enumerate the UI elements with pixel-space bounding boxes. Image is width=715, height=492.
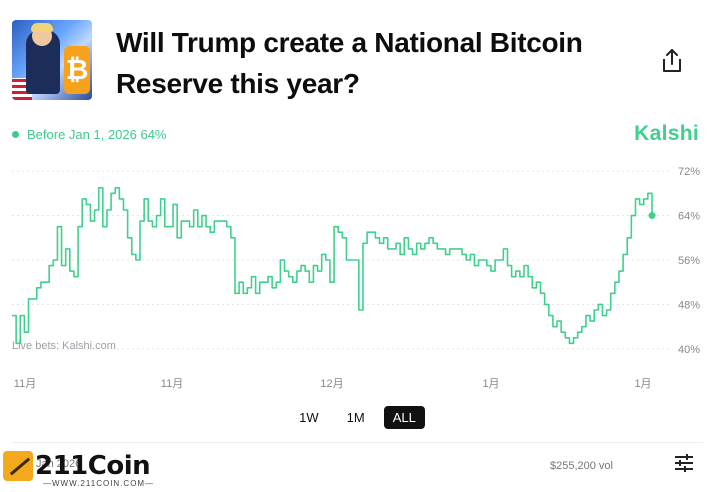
probability-chart[interactable]: 72% 64% 56% 48% 40% 11月 11月 12月 1月 1月 Live bets: K… bbox=[0, 150, 715, 400]
series-legend: Before Jan 1, 2026 64% bbox=[12, 125, 167, 143]
watermark-url: —WWW.211COIN.COM— bbox=[43, 479, 155, 488]
coin-icon bbox=[3, 451, 33, 481]
x-tick-label: 12月 bbox=[320, 378, 343, 390]
sliders-icon[interactable] bbox=[674, 454, 694, 472]
footer-date: Jan 2026 bbox=[36, 458, 82, 470]
watermark-logo: 211Coin —WWW.211COIN.COM— bbox=[3, 451, 153, 491]
x-tick-label: 1月 bbox=[634, 378, 651, 390]
y-tick-label: 72% bbox=[678, 166, 700, 178]
divider bbox=[12, 442, 703, 443]
watermark-name: 211Coin bbox=[35, 451, 151, 481]
y-tick-label: 64% bbox=[678, 211, 700, 223]
bitcoin-icon: ₿ bbox=[64, 46, 90, 94]
y-tick-label: 48% bbox=[678, 299, 700, 311]
range-1w-button[interactable]: 1W bbox=[299, 410, 319, 425]
legend-label: Before Jan 1, 2026 64% bbox=[27, 126, 167, 142]
x-tick-label: 1月 bbox=[482, 378, 499, 390]
series-line bbox=[12, 186, 653, 345]
market-title: Will Trump create a National Bitcoin Res… bbox=[116, 27, 583, 99]
y-tick-label: 56% bbox=[678, 255, 700, 267]
share-icon[interactable] bbox=[660, 48, 684, 74]
time-range-selector: 1W 1M ALL bbox=[0, 406, 715, 429]
x-tick-label: 11月 bbox=[161, 378, 183, 390]
range-1m-button[interactable]: 1M bbox=[346, 410, 365, 425]
volume-label: $255,200 vol bbox=[550, 460, 613, 472]
x-tick-label: 11月 bbox=[14, 378, 36, 390]
current-value-dot bbox=[648, 212, 656, 220]
kalshi-logo[interactable]: Kalshi bbox=[634, 122, 699, 145]
y-tick-label: 40% bbox=[678, 344, 700, 356]
chart-annotation: Live bets: Kalshi.com bbox=[12, 340, 116, 352]
range-all-button[interactable]: ALL bbox=[383, 406, 425, 429]
legend-dot bbox=[12, 130, 19, 138]
market-thumbnail: ₿ bbox=[12, 20, 92, 100]
